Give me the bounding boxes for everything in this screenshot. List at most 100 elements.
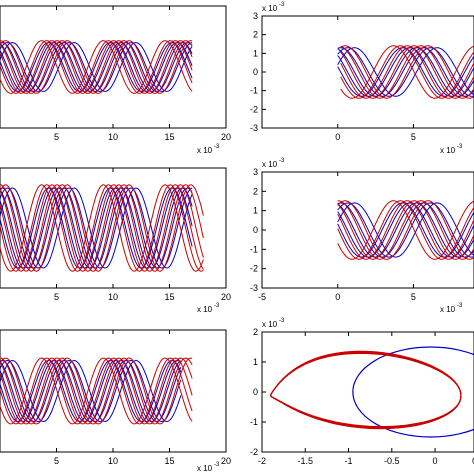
x-exponent-label: x 10 xyxy=(197,146,213,155)
plot-series-group xyxy=(337,200,474,260)
panel-middle-right: -5 0 5 3 2 1 0 -1 -2 -3 x 10 -3 x 10 -3 xyxy=(250,158,474,314)
x-exponent-power: -3 xyxy=(457,303,463,309)
series-a-loop xyxy=(270,352,462,428)
y-tick-label: 0 xyxy=(253,67,258,77)
panel-top-left: 5 10 15 20 x 10 -3 xyxy=(0,5,231,155)
x-tick-label: 10 xyxy=(108,292,118,302)
x-tick-label: 20 xyxy=(221,292,231,302)
series-b-line xyxy=(0,359,182,423)
panel-middle-left: 5 10 15 20 x 10 -3 xyxy=(0,167,231,314)
x-exponent-power: -3 xyxy=(214,303,220,309)
y-tick-label: -1 xyxy=(250,86,258,96)
y-tick-label: 2 xyxy=(253,30,258,40)
x-tick-label: 5 xyxy=(411,132,416,142)
series-a-line xyxy=(340,45,474,99)
series-a-line xyxy=(337,200,474,260)
panel-bottom-left: 5 10 15 20 x 10 -3 xyxy=(0,329,231,473)
ticks-group: -2 -1.5 -1 -0.5 0 0.5 2 1 0 -1 -2 xyxy=(250,327,474,466)
series-b-ellipse xyxy=(352,346,474,438)
series-a-loop xyxy=(270,352,462,428)
series-a-line xyxy=(0,40,193,94)
series-b-line xyxy=(337,47,474,97)
y-tick-label: 1 xyxy=(253,206,258,216)
y-tick-label: 1 xyxy=(253,48,258,58)
y-tick-label: -3 xyxy=(250,283,258,293)
x-tick-label: 20 xyxy=(221,132,231,142)
plot-series-group xyxy=(0,184,204,272)
x-exponent-label: x 10 xyxy=(197,464,213,473)
series-a-line xyxy=(0,40,193,94)
x-exponent-power: -3 xyxy=(457,144,463,150)
series-a-line xyxy=(340,45,474,99)
x-tick-label: 0 xyxy=(433,456,438,466)
x-exponent-label: x 10 xyxy=(440,305,456,314)
series-a-line xyxy=(0,184,204,272)
series-a-line xyxy=(0,184,204,272)
x-tick-label: 5 xyxy=(54,292,59,302)
y-tick-label: -2 xyxy=(250,104,258,114)
x-tick-label: 5 xyxy=(54,132,59,142)
series-b-line xyxy=(0,42,193,92)
x-tick-label: -2 xyxy=(258,456,266,466)
y-tick-label: 2 xyxy=(253,186,258,196)
y-exponent-label: x 10 xyxy=(262,160,278,169)
y-tick-label: 1 xyxy=(253,357,258,367)
x-tick-label: 0 xyxy=(335,132,340,142)
series-a-line xyxy=(0,40,193,94)
series-b-line xyxy=(0,42,193,92)
y-tick-label: -3 xyxy=(250,123,258,133)
y-tick-label: -1 xyxy=(250,417,258,427)
x-tick-label: 10 xyxy=(108,456,118,466)
series-a-loop xyxy=(270,350,462,430)
series-a-line xyxy=(340,45,474,99)
y-exponent-power: -3 xyxy=(279,158,285,164)
x-tick-label: 15 xyxy=(164,132,174,142)
ticks-group: 5 10 15 20 xyxy=(54,330,231,466)
axes-box xyxy=(261,331,474,453)
plot-series-group xyxy=(270,346,474,438)
series-b-line xyxy=(0,359,182,423)
x-exponent-label: x 10 xyxy=(440,146,456,155)
series-a-line xyxy=(337,200,474,260)
series-a-line xyxy=(0,357,193,425)
x-tick-label: 0.5 xyxy=(472,456,474,466)
series-a-line xyxy=(0,357,193,425)
series-a-line xyxy=(0,40,193,94)
x-exponent-label: x 10 xyxy=(197,305,213,314)
y-exponent-label: x 10 xyxy=(262,320,278,329)
y-tick-label: -2 xyxy=(250,264,258,274)
axes-box xyxy=(0,5,227,129)
series-b-line xyxy=(337,202,474,258)
series-a-loop xyxy=(270,352,462,428)
ticks-group: 5 10 15 20 xyxy=(54,168,231,302)
y-tick-label: 3 xyxy=(253,167,258,177)
series-a-line xyxy=(0,357,193,425)
x-tick-label: 5 xyxy=(54,456,59,466)
series-a-line xyxy=(337,200,474,260)
panel-top-right: 0 5 3 2 1 0 -1 -2 -3 x 10 -3 x 10 -3 xyxy=(250,2,474,155)
x-tick-label: 20 xyxy=(221,456,231,466)
series-b-line xyxy=(0,187,193,269)
series-b-line xyxy=(337,202,474,258)
x-tick-label: 15 xyxy=(164,456,174,466)
ticks-group: -5 0 5 3 2 1 0 -1 -2 -3 xyxy=(250,167,416,302)
x-tick-label: -5 xyxy=(258,292,266,302)
series-b-line xyxy=(0,187,193,269)
y-exponent-label: x 10 xyxy=(262,4,278,13)
series-a-line xyxy=(0,357,193,425)
series-a-line xyxy=(0,357,193,425)
x-tick-label: 10 xyxy=(108,132,118,142)
x-tick-label: -1 xyxy=(345,456,353,466)
ticks-group: 0 5 3 2 1 0 -1 -2 -3 xyxy=(250,11,416,142)
y-tick-label: 0 xyxy=(253,387,258,397)
series-b-line xyxy=(0,187,193,269)
y-tick-label: 2 xyxy=(253,327,258,337)
plot-series-group xyxy=(0,357,193,425)
x-tick-label: 15 xyxy=(164,292,174,302)
x-tick-label: -0.5 xyxy=(384,456,400,466)
panel-bottom-right: -2 -1.5 -1 -0.5 0 0.5 2 1 0 -1 -2 x 10 -3 xyxy=(250,318,474,466)
x-tick-label: -1.5 xyxy=(298,456,314,466)
y-tick-label: 3 xyxy=(253,11,258,21)
series-a-line xyxy=(337,200,474,260)
